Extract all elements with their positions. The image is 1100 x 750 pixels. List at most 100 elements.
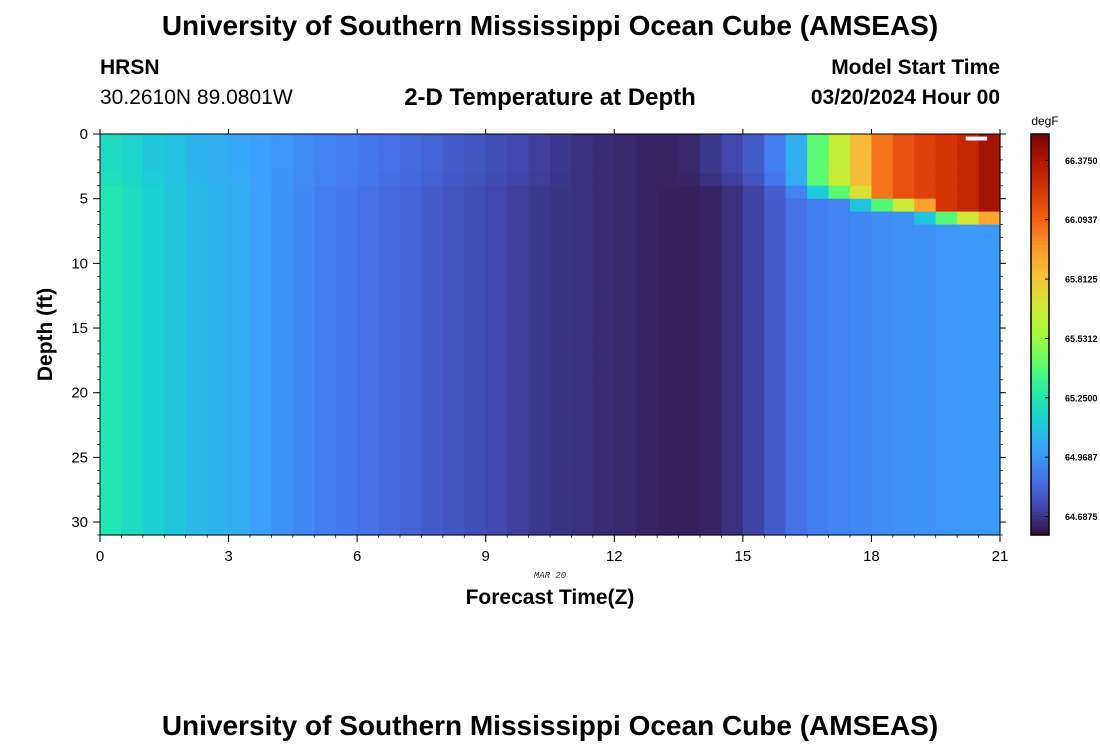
heatmap-cell [292, 509, 315, 523]
heatmap-cell [721, 379, 744, 394]
heatmap-cell [185, 289, 208, 303]
heatmap-cell [850, 159, 873, 174]
heatmap-cell [828, 172, 851, 187]
heatmap-cell [335, 483, 358, 497]
heatmap-cell [528, 418, 551, 433]
heatmap-cell [742, 146, 765, 161]
heatmap-cell [121, 522, 144, 536]
heatmap-cell [978, 509, 1001, 523]
heatmap-cell [485, 211, 508, 226]
heatmap-cell [185, 250, 208, 264]
heatmap-cell [978, 405, 1001, 420]
heatmap-cell [271, 496, 294, 510]
heatmap-cell [785, 159, 808, 174]
heatmap-cell [592, 366, 615, 381]
heatmap-cell [614, 315, 637, 329]
heatmap-cell [721, 263, 744, 277]
heatmap-cell [828, 159, 851, 174]
heatmap-cell [314, 302, 337, 316]
heatmap-cell [592, 315, 615, 329]
heatmap-cell [185, 431, 208, 446]
heatmap-cell [957, 263, 980, 277]
heatmap-cell [485, 379, 508, 394]
heatmap-cell [442, 483, 465, 497]
heatmap-cell [678, 366, 701, 381]
heatmap-cell [335, 250, 358, 264]
heatmap-cell [892, 302, 915, 316]
heatmap-cell [421, 146, 444, 161]
heatmap-cell [614, 431, 637, 446]
heatmap-cell [314, 172, 337, 187]
heatmap-cell [528, 185, 551, 200]
heatmap-cell [657, 146, 680, 161]
heatmap-cell [871, 159, 894, 174]
heatmap-cell [700, 224, 723, 239]
heatmap-cell [935, 366, 958, 381]
heatmap-cell [378, 418, 401, 433]
heatmap-cell [228, 522, 251, 536]
heatmap-cell [742, 444, 765, 458]
heatmap-cell [164, 496, 187, 510]
colorbar-segment [1031, 428, 1049, 433]
heatmap-cell [721, 483, 744, 497]
heatmap-cell [314, 522, 337, 536]
heatmap-cell [335, 470, 358, 484]
heatmap-cell [850, 392, 873, 407]
heatmap-cell [828, 134, 851, 148]
heatmap-cell [657, 237, 680, 252]
heatmap-cell [550, 392, 573, 407]
heatmap-cell [100, 198, 123, 213]
colorbar-segment [1031, 444, 1049, 449]
heatmap-cell [271, 302, 294, 316]
heatmap-cell [357, 302, 380, 316]
heatmap-cell [442, 224, 465, 239]
colorbar-segment [1031, 311, 1049, 316]
heatmap-cell [442, 276, 465, 290]
colorbar-segment [1031, 441, 1049, 446]
colorbar-tick-label: 65.2500 [1065, 393, 1098, 403]
colorbar-segment [1031, 144, 1049, 148]
heatmap-cell [100, 379, 123, 394]
heatmap-cell [850, 496, 873, 510]
heatmap-cell [721, 276, 744, 290]
heatmap-cell [207, 237, 230, 252]
heatmap-cell [335, 392, 358, 407]
heatmap-cell [678, 302, 701, 316]
heatmap-cell [335, 263, 358, 277]
heatmap-cell [100, 224, 123, 239]
heatmap-cell [614, 211, 637, 226]
heatmap-cell [657, 224, 680, 239]
heatmap-cell [292, 418, 315, 433]
heatmap-cell [871, 509, 894, 523]
heatmap-cell [807, 134, 830, 148]
heatmap-cell [421, 522, 444, 536]
heatmap-cell [721, 289, 744, 303]
heatmap-cell [785, 146, 808, 161]
heatmap-cell [164, 470, 187, 484]
heatmap-cell [721, 470, 744, 484]
heatmap-cell [314, 509, 337, 523]
heatmap-cell [850, 431, 873, 446]
heatmap-cell [850, 444, 873, 458]
heatmap-cell [721, 328, 744, 342]
heatmap-cell [507, 237, 530, 252]
heatmap-cell [314, 146, 337, 161]
colorbar-segment [1031, 240, 1049, 245]
heatmap-cell [250, 237, 273, 252]
heatmap-cell [635, 224, 658, 239]
heatmap-cell [635, 185, 658, 200]
heatmap-cell [550, 405, 573, 420]
heatmap-cell [100, 457, 123, 471]
heatmap-cell [164, 392, 187, 407]
heatmap-cell [957, 496, 980, 510]
colorbar-segment [1031, 404, 1049, 409]
colorbar-segment [1031, 267, 1049, 272]
heatmap-cell [378, 353, 401, 368]
heatmap-cell [314, 211, 337, 226]
heatmap-cell [892, 146, 915, 161]
heatmap-cell [935, 483, 958, 497]
heatmap-cell [807, 392, 830, 407]
heatmap-cell [807, 146, 830, 161]
heatmap-cell [614, 159, 637, 174]
colorbar-segment [1031, 341, 1049, 346]
